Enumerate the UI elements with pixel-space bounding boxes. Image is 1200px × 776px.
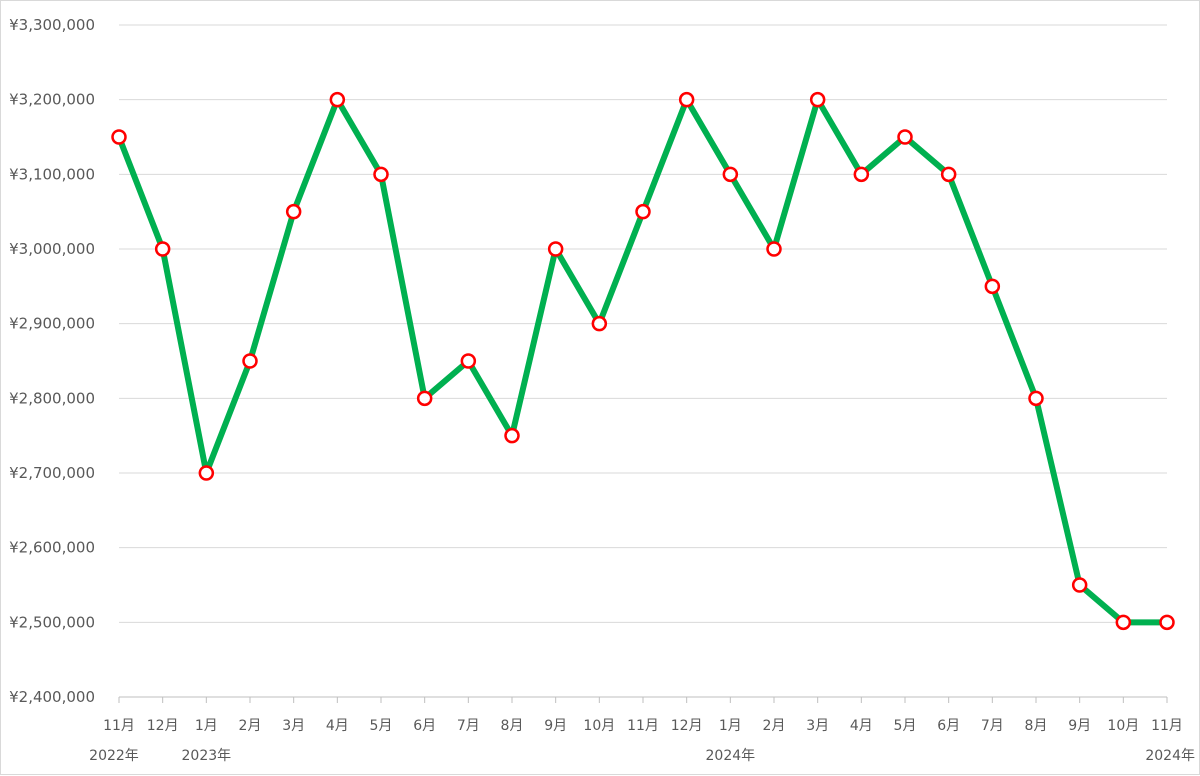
- x-axis: 11月 12月 1月 2月 3月 4月 5月 6月 7月 8月 9月 10月 11月 12月 1月 2月 3月 4…: [89, 696, 1195, 764]
- x-tick-label: 4月: [850, 718, 873, 734]
- y-tick-label: ¥2,800,000: [9, 389, 95, 407]
- x-tick-label: 5月: [894, 718, 917, 734]
- x-tick-label: 3月: [806, 718, 829, 734]
- x-tick-label: 8月: [1025, 718, 1048, 734]
- data-point: [591, 315, 608, 332]
- data-point: [1159, 614, 1175, 631]
- data-point: [940, 166, 957, 183]
- data-point: [460, 353, 477, 369]
- data-point: [242, 353, 258, 369]
- x-tick-label: 9月: [1068, 718, 1091, 734]
- x-tick-label: 6月: [937, 718, 960, 734]
- data-point: [809, 91, 826, 108]
- data-point: [1115, 614, 1132, 631]
- data-point: [984, 278, 1001, 295]
- y-tick-label: ¥2,400,000: [9, 688, 95, 706]
- data-point: [722, 166, 739, 183]
- data-point: [198, 465, 215, 481]
- x-tick-label: 12月: [671, 718, 703, 734]
- x-tick-label: 11月: [627, 718, 659, 734]
- y-axis: ¥2,400,000 ¥2,500,000 ¥2,600,000 ¥2,700,000…: [9, 16, 95, 706]
- x-tick-label: 2月: [239, 718, 262, 734]
- x-year-label: 2024年: [1145, 748, 1195, 764]
- y-tick-label: ¥2,600,000: [9, 539, 95, 557]
- x-tick-label: 3月: [282, 718, 305, 734]
- x-tick-label: 11月: [103, 718, 135, 734]
- data-point: [329, 91, 346, 108]
- data-point: [1028, 390, 1044, 407]
- y-tick-label: ¥2,900,000: [9, 315, 95, 333]
- data-point: [766, 241, 782, 257]
- data-point: [635, 203, 651, 220]
- series-line: [116, 96, 1170, 626]
- x-year-label: 2022年: [89, 748, 139, 764]
- x-tick-label: 10月: [1107, 718, 1139, 734]
- x-tick-label: 10月: [583, 718, 615, 734]
- x-tick-label: 7月: [457, 718, 480, 734]
- x-tick-label: 12月: [147, 718, 179, 734]
- x-tick-label: 6月: [413, 718, 436, 734]
- data-point: [678, 91, 695, 108]
- gridlines: [119, 24, 1167, 623]
- data-point: [373, 166, 389, 183]
- data-point: [154, 241, 171, 257]
- x-year-label: 2023年: [182, 748, 232, 764]
- x-tick-label: 9月: [544, 718, 567, 734]
- data-point: [897, 129, 913, 145]
- y-tick-label: ¥3,200,000: [9, 91, 95, 109]
- y-tick-label: ¥3,000,000: [9, 240, 95, 258]
- x-tick-label: 4月: [326, 718, 349, 734]
- x-year-label: 2024年: [706, 748, 756, 764]
- x-tick-label: 8月: [501, 718, 524, 734]
- x-tick-label: 1月: [195, 718, 218, 734]
- data-point: [853, 166, 870, 183]
- y-tick-label: ¥2,700,000: [9, 464, 95, 482]
- data-point: [285, 203, 302, 220]
- y-tick-label: ¥3,100,000: [9, 165, 95, 183]
- x-tick-label: 7月: [981, 718, 1004, 734]
- series: [111, 91, 1175, 631]
- data-point: [1071, 577, 1088, 593]
- x-tick-label: 11月: [1151, 718, 1183, 734]
- data-point: [504, 427, 520, 444]
- data-point: [547, 241, 564, 257]
- x-tick-label: 5月: [370, 718, 393, 734]
- x-tick-label: 1月: [719, 718, 742, 734]
- x-tick-label: 2月: [763, 718, 786, 734]
- data-point: [416, 390, 433, 407]
- data-point: [111, 129, 127, 145]
- y-tick-label: ¥3,300,000: [9, 16, 95, 34]
- y-tick-label: ¥2,500,000: [9, 613, 95, 631]
